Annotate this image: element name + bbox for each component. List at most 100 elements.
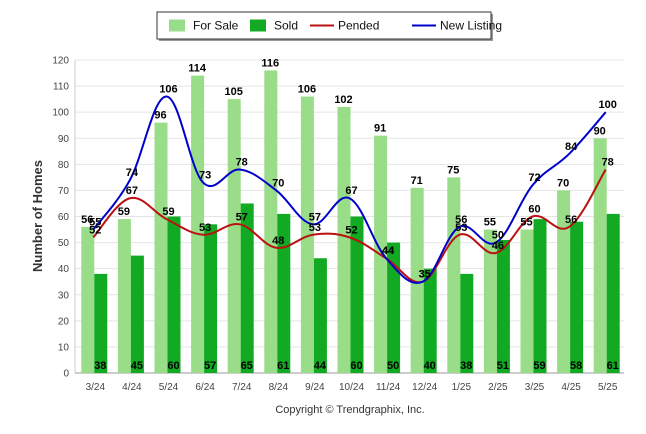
- y-tick-label: 50: [58, 238, 70, 249]
- label-new-listing: 70: [272, 177, 284, 189]
- label-for-sale: 71: [411, 175, 423, 187]
- label-pended: 56: [565, 214, 577, 226]
- x-axis-ticks: 3/24 4/24 5/24 6/24 7/24 8/24 9/24 10/24 11/24 12…: [86, 382, 618, 393]
- label-new-listing: 67: [345, 185, 357, 197]
- bar-sold: [606, 213, 620, 373]
- label-new-listing: 73: [199, 170, 211, 182]
- x-tick-label: 6/24: [195, 382, 215, 393]
- label-sold: 38: [460, 360, 472, 372]
- label-for-sale: 75: [447, 164, 459, 176]
- x-tick-label: 3/25: [525, 382, 545, 393]
- line-new-listing: [92, 95, 607, 284]
- label-for-sale: 102: [334, 94, 352, 106]
- bar-sold: [240, 203, 254, 373]
- label-new-listing: 50: [492, 230, 504, 242]
- bar-for-sale: [520, 229, 534, 373]
- label-for-sale: 90: [594, 125, 606, 137]
- data-labels: 56 59 96 114 105 116 106 102 91 71 75 55 55 70 90 38 45 6…: [81, 57, 619, 372]
- bar-for-sale: [300, 96, 314, 374]
- label-pended: 46: [492, 240, 504, 252]
- y-tick-label: 80: [58, 160, 70, 171]
- label-sold: 57: [204, 360, 216, 372]
- bar-sold: [423, 268, 437, 373]
- bar-sold: [130, 255, 144, 373]
- bar-sold: [570, 221, 584, 373]
- label-sold: 51: [497, 360, 509, 372]
- legend-swatch-for-sale: [169, 19, 185, 32]
- x-tick-label: 4/24: [122, 382, 142, 393]
- label-for-sale: 55: [484, 217, 496, 229]
- label-new-listing: 72: [528, 172, 540, 184]
- bar-sold: [387, 242, 401, 373]
- label-for-sale: 55: [520, 217, 532, 229]
- label-new-listing: 55: [89, 217, 101, 229]
- label-new-listing: 56: [455, 214, 467, 226]
- x-tick-label: 1/25: [452, 382, 472, 393]
- y-tick-label: 30: [58, 290, 70, 301]
- label-new-listing: 106: [159, 84, 177, 96]
- y-axis-label: Number of Homes: [30, 160, 45, 272]
- y-tick-label: 120: [52, 56, 69, 67]
- label-sold: 65: [241, 360, 253, 372]
- bar-sold: [313, 258, 327, 373]
- label-pended: 48: [272, 235, 284, 247]
- y-tick-label: 20: [58, 316, 70, 327]
- bar-for-sale: [227, 99, 241, 373]
- label-pended: 44: [382, 245, 395, 257]
- label-new-listing: 84: [565, 141, 578, 153]
- bar-sold: [167, 216, 181, 373]
- copyright-credit: Copyright © Trendgraphix, Inc.: [275, 404, 424, 416]
- label-sold: 58: [570, 360, 582, 372]
- label-sold: 61: [277, 360, 289, 372]
- label-for-sale: 70: [557, 177, 569, 189]
- bar-for-sale: [81, 226, 95, 373]
- x-tick-label: 4/25: [561, 382, 581, 393]
- y-tick-label: 0: [63, 369, 69, 380]
- y-tick-label: 60: [58, 212, 70, 223]
- bar-for-sale: [593, 138, 607, 373]
- label-new-listing: 100: [599, 99, 617, 111]
- y-tick-label: 10: [58, 342, 70, 353]
- bar-for-sale: [483, 229, 497, 373]
- y-tick-label: 100: [52, 108, 69, 119]
- lines: [92, 95, 607, 284]
- x-tick-label: 12/24: [412, 382, 437, 393]
- x-tick-label: 3/24: [86, 382, 106, 393]
- label-pended: 35: [419, 269, 431, 281]
- label-for-sale: 56: [81, 214, 93, 226]
- x-tick-label: 5/24: [159, 382, 179, 393]
- label-for-sale: 91: [374, 123, 386, 135]
- label-sold: 44: [314, 360, 327, 372]
- bar-sold: [350, 216, 364, 373]
- label-pended: 67: [126, 185, 138, 197]
- x-tick-label: 11/24: [376, 382, 401, 393]
- label-new-listing: 35: [419, 269, 431, 281]
- label-pended: 53: [309, 222, 321, 234]
- label-new-listing: 44: [382, 245, 395, 257]
- legend-label-pended: Pended: [338, 19, 379, 33]
- legend-label-sold: Sold: [274, 19, 298, 33]
- label-for-sale: 96: [154, 110, 166, 122]
- label-pended: 52: [345, 224, 357, 236]
- label-pended: 53: [455, 222, 467, 234]
- bar-for-sale: [337, 106, 351, 373]
- y-tick-label: 70: [58, 186, 70, 197]
- x-tick-label: 10/24: [339, 382, 364, 393]
- x-tick-label: 5/25: [598, 382, 618, 393]
- bar-for-sale: [557, 190, 571, 373]
- label-for-sale: 105: [225, 86, 243, 98]
- label-sold: 50: [387, 360, 399, 372]
- label-sold: 59: [533, 360, 545, 372]
- line-pended: [92, 169, 607, 284]
- legend: For Sale Sold Pended New Listing: [156, 11, 502, 41]
- legend-label-new-listing: New Listing: [440, 19, 502, 33]
- bar-for-sale: [264, 70, 278, 373]
- bar-sold: [204, 224, 218, 373]
- label-pended: 52: [89, 224, 101, 236]
- bar-for-sale: [410, 187, 424, 373]
- bar-for-sale: [117, 219, 131, 373]
- label-pended: 60: [528, 204, 540, 216]
- label-sold: 61: [607, 360, 619, 372]
- label-pended: 57: [236, 211, 248, 223]
